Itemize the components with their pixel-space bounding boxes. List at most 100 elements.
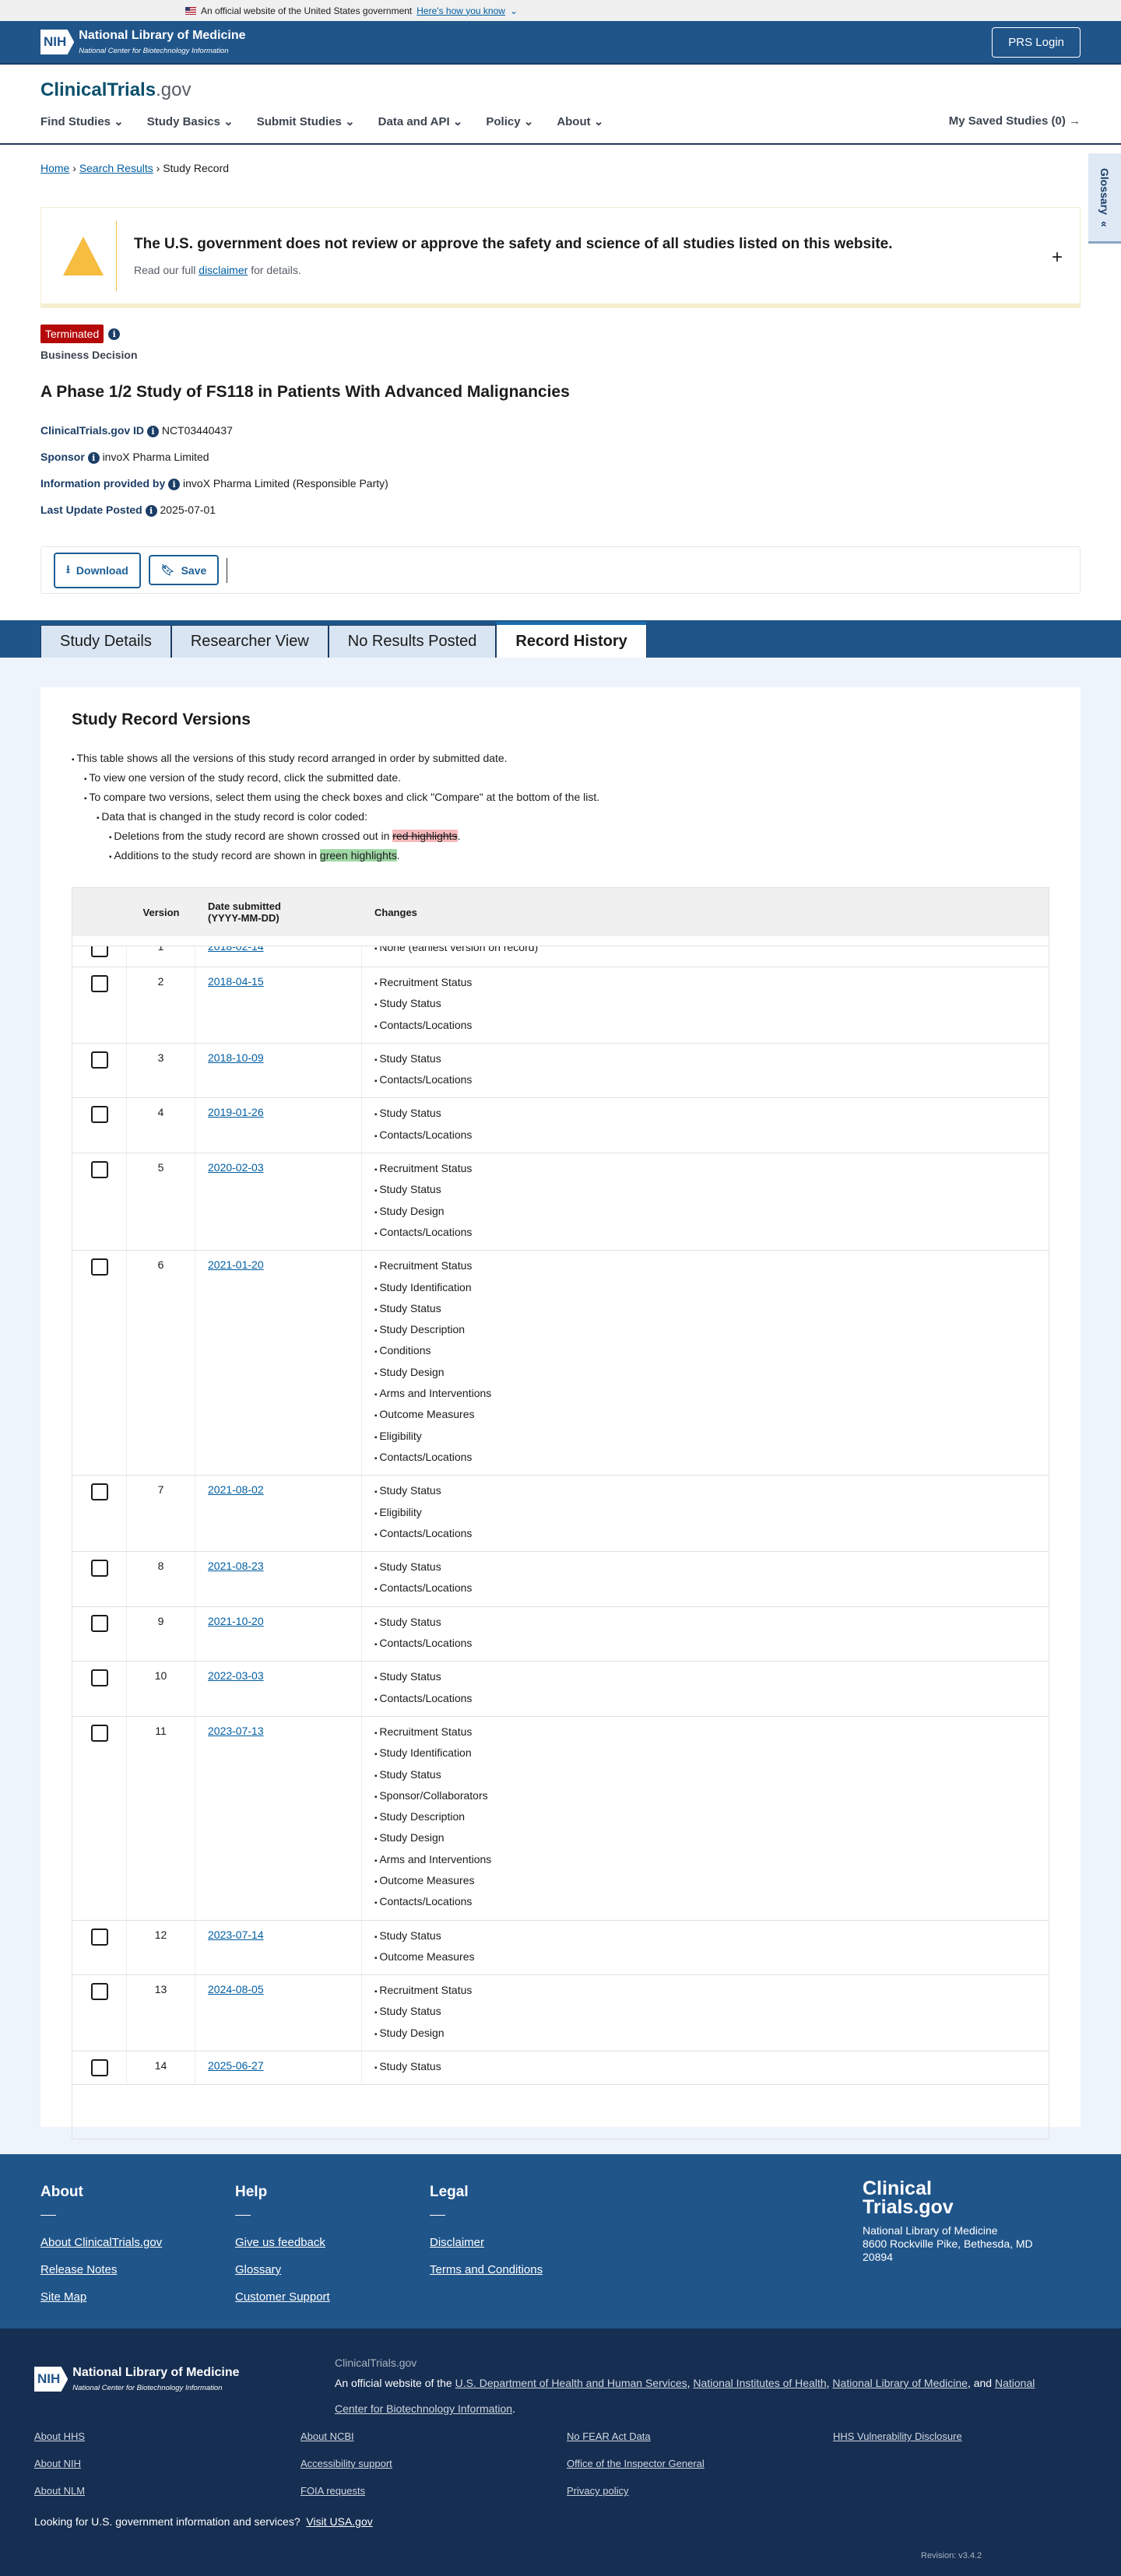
footer-link[interactable]: Give us feedback: [235, 2236, 325, 2249]
tab-record-history[interactable]: Record History: [496, 622, 647, 658]
save-button[interactable]: 🔖︎ Save: [148, 555, 220, 585]
footer-gov-link[interactable]: About NCBI: [300, 2430, 354, 2442]
nav-policy[interactable]: Policy ⌄: [486, 115, 534, 128]
compare-checkbox[interactable]: [91, 1614, 108, 1632]
main-nav: Find Studies ⌄ Study Basics ⌄ Submit Stu…: [40, 114, 1081, 128]
info-icon[interactable]: i: [87, 451, 100, 464]
compare-checkbox[interactable]: [91, 1724, 108, 1742]
version-date-link[interactable]: 2023-07-13: [208, 1724, 264, 1737]
version-date-link[interactable]: 2018-02-14: [208, 946, 264, 953]
change-item: Study Description: [374, 1807, 1049, 1828]
tab-study-details[interactable]: Study Details: [40, 625, 171, 658]
compare-checkbox[interactable]: [91, 1928, 108, 1946]
compare-checkbox[interactable]: [91, 975, 108, 992]
version-date-link[interactable]: 2021-10-20: [208, 1614, 264, 1627]
download-button[interactable]: ⭳ Download: [54, 552, 141, 588]
footer-gov-link[interactable]: No FEAR Act Data: [567, 2430, 651, 2442]
expand-plus-icon[interactable]: +: [1051, 247, 1063, 268]
nav-find-studies[interactable]: Find Studies ⌄: [40, 115, 124, 128]
compare-checkbox[interactable]: [91, 1669, 108, 1687]
footer-address: National Library of Medicine 8600 Rockvil…: [863, 2224, 1033, 2263]
footer-gov-link[interactable]: About NLM: [34, 2485, 86, 2497]
compare-checkbox[interactable]: [91, 1560, 108, 1578]
change-item: Eligibility: [374, 1427, 1049, 1448]
nih-link[interactable]: National Institutes of Health: [693, 2377, 827, 2389]
footer-gov-link[interactable]: Accessibility support: [300, 2458, 392, 2469]
table-row: 3 2018-10-09 Study StatusContacts/Locati…: [72, 1042, 1049, 1098]
compare-checkbox[interactable]: [91, 1258, 108, 1276]
change-item: Recruitment Status: [374, 973, 1049, 994]
nav-submit-studies[interactable]: Submit Studies ⌄: [256, 115, 355, 128]
version-date-link[interactable]: 2022-03-03: [208, 1669, 264, 1683]
compare-checkbox[interactable]: [91, 2059, 108, 2077]
version-date-link[interactable]: 2021-01-20: [208, 1258, 264, 1272]
compare-checkbox[interactable]: [91, 1161, 108, 1179]
footer-gov-link[interactable]: Privacy policy: [567, 2485, 629, 2497]
tab-researcher-view[interactable]: Researcher View: [170, 625, 329, 658]
version-date-link[interactable]: 2025-06-27: [208, 2059, 264, 2072]
version-date-link[interactable]: 2018-10-09: [208, 1051, 264, 1064]
download-icon: ⭳: [66, 562, 70, 575]
version-date-link[interactable]: 2021-08-23: [208, 1560, 264, 1573]
footer-link[interactable]: Terms and Conditions: [430, 2263, 543, 2276]
heres-how-you-know-link[interactable]: Here's how you know: [416, 5, 505, 16]
change-item: Sponsor/Collaborators: [374, 1786, 1049, 1807]
footer-link[interactable]: Release Notes: [40, 2263, 118, 2276]
nlm-link[interactable]: National Library of Medicine: [832, 2377, 968, 2389]
info-icon[interactable]: i: [168, 478, 181, 490]
compare-checkbox[interactable]: [91, 946, 108, 957]
info-icon[interactable]: i: [108, 328, 121, 340]
version-number: 11: [127, 1716, 195, 1920]
nav-study-basics[interactable]: Study Basics ⌄: [146, 115, 234, 128]
footer-link[interactable]: Glossary: [235, 2263, 282, 2276]
version-date-link[interactable]: 2020-02-03: [208, 1161, 264, 1174]
clinicaltrials-logo[interactable]: ClinicalTrials.gov: [40, 79, 192, 100]
disclaimer-link[interactable]: disclaimer: [199, 263, 248, 276]
ncbi-link[interactable]: National Center for Biotechnology Inform…: [335, 2377, 1035, 2415]
footer-gov-link[interactable]: About HHS: [34, 2430, 86, 2442]
hhs-link[interactable]: U.S. Department of Health and Human Serv…: [455, 2377, 687, 2389]
version-date-link[interactable]: 2019-01-26: [208, 1106, 264, 1119]
breadcrumb-search-results[interactable]: Search Results: [79, 162, 153, 174]
info-icon[interactable]: i: [145, 504, 157, 517]
meta-last-update: Last Update Posted i 2025-07-01: [40, 504, 216, 517]
nav-about[interactable]: About ⌄: [557, 115, 604, 128]
nlm-name: National Library of Medicine: [79, 28, 246, 42]
my-saved-studies-link[interactable]: My Saved Studies (0) →: [948, 114, 1081, 128]
site-header: ClinicalTrials.gov Find Studies ⌄ Study …: [0, 65, 1121, 145]
action-bar: ⭳ Download 🔖︎ Save: [40, 546, 1081, 594]
footer-gov-link[interactable]: HHS Vulnerability Disclosure: [833, 2430, 962, 2442]
footer-gov-link[interactable]: FOIA requests: [300, 2485, 366, 2497]
breadcrumb-home[interactable]: Home: [40, 162, 70, 174]
breadcrumb-current: Study Record: [163, 162, 230, 174]
nlm-logo[interactable]: NIH National Library of Medicine National…: [40, 29, 246, 56]
footer-nlm-logo[interactable]: NIH National Library of Medicine National…: [34, 2366, 240, 2392]
section-title: Study Record Versions: [72, 711, 251, 728]
version-date-link[interactable]: 2018-04-15: [208, 975, 264, 988]
change-item: Study Status: [374, 1765, 1049, 1786]
compare-checkbox[interactable]: [91, 1106, 108, 1124]
footer-gov-link[interactable]: About NIH: [34, 2458, 81, 2469]
compare-checkbox[interactable]: [91, 1483, 108, 1501]
usa-gov-link[interactable]: Visit USA.gov: [306, 2515, 373, 2528]
footer-link[interactable]: Customer Support: [235, 2290, 330, 2304]
version-date-link[interactable]: 2023-07-14: [208, 1928, 264, 1941]
compare-checkbox[interactable]: [91, 1983, 108, 2001]
nav-data-api[interactable]: Data and API ⌄: [378, 115, 463, 128]
change-item: Outcome Measures: [374, 1947, 1049, 1968]
info-icon[interactable]: i: [146, 425, 159, 437]
footer-link[interactable]: About ClinicalTrials.gov: [40, 2236, 163, 2249]
version-date-link[interactable]: 2024-08-05: [208, 1983, 264, 1996]
tab-no-results-posted[interactable]: No Results Posted: [328, 625, 497, 658]
version-number: 8: [127, 1552, 195, 1606]
footer-link[interactable]: Disclaimer: [430, 2236, 485, 2249]
compare-checkbox[interactable]: [91, 1051, 108, 1069]
footer-gov-link[interactable]: Office of the Inspector General: [567, 2458, 705, 2469]
glossary-tab[interactable]: Glossary «: [1088, 153, 1121, 244]
version-date-link[interactable]: 2021-08-02: [208, 1483, 264, 1497]
footer-link[interactable]: Site Map: [40, 2290, 87, 2304]
change-item: Contacts/Locations: [374, 1448, 1049, 1469]
prs-login-button[interactable]: PRS Login: [992, 26, 1081, 58]
table-row: 12 2023-07-14 Study StatusOutcome Measur…: [72, 1919, 1049, 1975]
red-highlight-sample: red highlights: [392, 830, 458, 842]
